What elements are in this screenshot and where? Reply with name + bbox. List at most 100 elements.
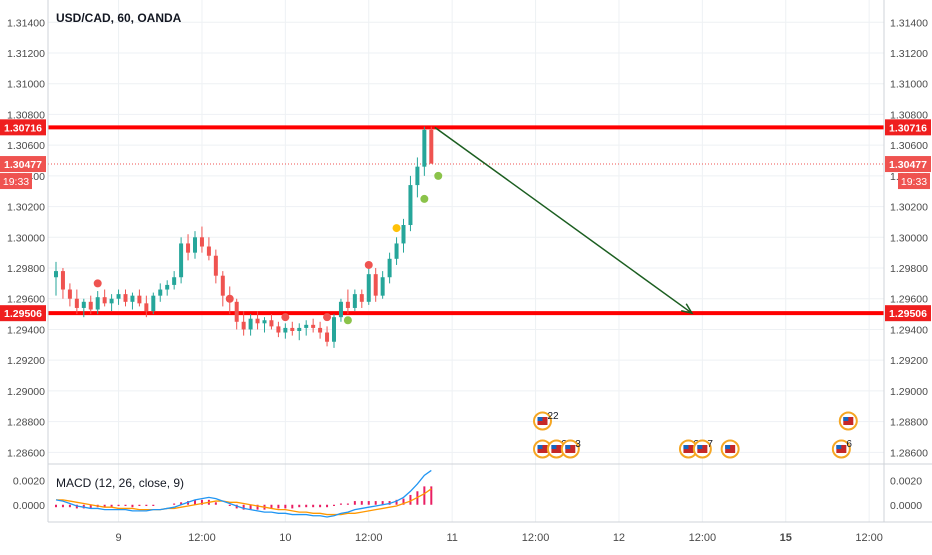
event-count-label: 22 xyxy=(548,411,560,422)
signal-dot xyxy=(392,224,401,233)
macd-y-label-right: 0.0020 xyxy=(890,475,922,487)
candle-body xyxy=(359,294,364,302)
x-tick-label: 12 xyxy=(613,532,625,544)
level-price-tag-left: 1.29506 xyxy=(4,308,42,320)
candle-body xyxy=(394,243,399,259)
candle-body xyxy=(95,297,100,310)
candle-body xyxy=(102,297,107,304)
y-tick-label-left: 1.28800 xyxy=(7,417,45,429)
y-tick-label-right: 1.31400 xyxy=(890,17,928,29)
candle-body xyxy=(109,298,114,304)
candle-body xyxy=(380,277,385,296)
signal-dot xyxy=(364,260,373,269)
y-tick-label-left: 1.29400 xyxy=(7,324,45,336)
candle-body xyxy=(81,301,86,308)
x-tick-label: 12:00 xyxy=(188,532,216,544)
candle-body xyxy=(318,327,323,333)
candle-body xyxy=(248,318,253,330)
x-tick-label: 12:00 xyxy=(855,532,883,544)
signal-dot xyxy=(434,171,443,180)
signal-dot xyxy=(343,316,352,325)
y-tick-label-left: 1.30000 xyxy=(7,232,45,244)
candle-body xyxy=(234,301,239,322)
macd-y-label-left: 0.0020 xyxy=(13,475,45,487)
event-flag-canton xyxy=(836,445,842,449)
candle-body xyxy=(186,243,191,253)
current-price-tag-right: 1.30477 xyxy=(889,159,927,171)
x-tick-label: 12:00 xyxy=(355,532,383,544)
x-tick-label: 12:00 xyxy=(522,532,550,544)
candle-body xyxy=(241,321,246,330)
x-tick-label: 12:00 xyxy=(689,532,717,544)
y-tick-label-left: 1.29200 xyxy=(7,355,45,367)
y-tick-label-right: 1.29800 xyxy=(890,263,928,275)
y-tick-label-right: 1.29200 xyxy=(890,355,928,367)
macd-line xyxy=(55,469,432,518)
candle-body xyxy=(297,327,302,331)
level-price-tag-right-bg xyxy=(885,119,931,136)
candle-body xyxy=(283,327,288,333)
y-tick-label-left: 1.29000 xyxy=(7,386,45,398)
y-tick-label-right: 1.31000 xyxy=(890,79,928,91)
candle-body xyxy=(116,294,121,299)
candle-body xyxy=(332,317,336,342)
x-tick-label: 10 xyxy=(279,532,291,544)
event-flag-canton xyxy=(683,445,689,449)
macd-y-label-right: 0.0000 xyxy=(890,500,922,512)
candle-body xyxy=(345,301,350,308)
x-tick-label: 9 xyxy=(115,532,121,544)
candle-body xyxy=(304,324,309,328)
candle-body xyxy=(311,324,316,328)
candle-body xyxy=(415,166,420,186)
candle-body xyxy=(338,301,343,318)
event-flag-canton xyxy=(537,445,543,449)
level-price-tag-right-bg xyxy=(885,305,931,322)
candle-body xyxy=(60,271,65,290)
candle-body xyxy=(144,303,149,312)
y-tick-label-right: 1.30200 xyxy=(890,202,928,214)
signal-dot xyxy=(420,194,429,203)
y-tick-label-left: 1.29600 xyxy=(7,294,45,306)
candle-body xyxy=(172,277,177,285)
candle-body xyxy=(206,246,211,256)
candle-body xyxy=(165,284,170,290)
candle-body xyxy=(54,271,58,278)
level-price-tag-left-bg xyxy=(0,119,46,136)
candle-body xyxy=(255,318,260,324)
candle-body xyxy=(429,129,434,164)
countdown-tag-right-bg xyxy=(898,173,930,190)
candle-body xyxy=(366,274,371,302)
x-tick-label: 15 xyxy=(780,532,792,544)
current-price-tag-left: 1.30477 xyxy=(4,159,42,171)
candle-body xyxy=(88,301,93,310)
level-price-tag-right: 1.29506 xyxy=(889,308,927,320)
event-count-label: 6 xyxy=(846,439,852,450)
y-tick-label-left: 1.30600 xyxy=(7,140,45,152)
level-price-tag-left: 1.30716 xyxy=(4,122,42,134)
candle-body xyxy=(123,294,128,302)
candle-body xyxy=(67,289,72,299)
signal-dot xyxy=(225,294,234,303)
current-price-tag-right-bg xyxy=(885,156,931,173)
event-flag-canton xyxy=(565,445,571,449)
event-flag-canton xyxy=(697,445,703,449)
candle-body xyxy=(373,274,378,296)
macd-label: MACD (12, 26, close, 9) xyxy=(56,476,184,490)
event-flag-canton xyxy=(537,417,543,421)
y-tick-label-left: 1.31400 xyxy=(7,17,45,29)
candle-body xyxy=(193,237,197,253)
y-tick-label-left: 1.30200 xyxy=(7,202,45,214)
candle-body xyxy=(158,289,163,296)
candle-body xyxy=(422,129,427,167)
candle-body xyxy=(137,295,142,304)
x-tick-label: 11 xyxy=(446,532,457,544)
y-tick-label-right: 1.29000 xyxy=(890,386,928,398)
event-count-label: 3 xyxy=(575,439,581,450)
candle-body xyxy=(151,295,156,312)
candle-body xyxy=(262,320,267,324)
y-tick-label-right: 1.30800 xyxy=(890,109,928,121)
y-tick-label-left: 1.31000 xyxy=(7,79,45,91)
y-tick-label-right: 1.28600 xyxy=(890,447,928,459)
